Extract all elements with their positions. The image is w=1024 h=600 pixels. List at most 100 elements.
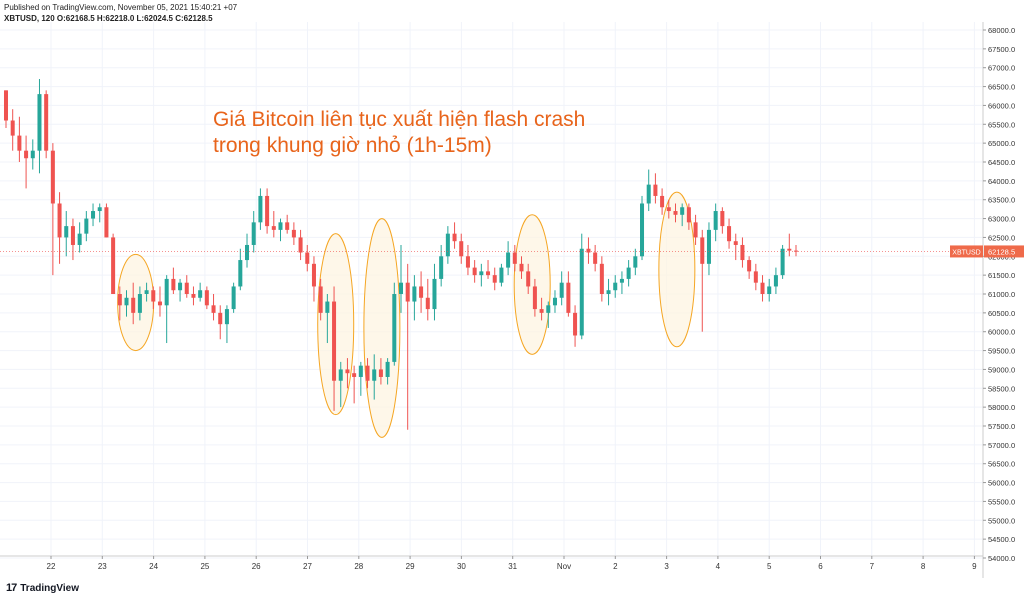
candle — [318, 278, 323, 321]
candle — [740, 237, 745, 268]
candle — [526, 263, 531, 294]
candle — [111, 233, 116, 294]
candle-body — [459, 241, 464, 257]
y-tick-label: 61000.0 — [988, 290, 1015, 299]
candle — [271, 211, 276, 238]
candle — [619, 271, 624, 294]
candle — [472, 260, 477, 283]
y-tick-label: 54000.0 — [988, 554, 1015, 563]
candle-body — [733, 241, 738, 245]
candle-body — [532, 286, 537, 310]
candle — [251, 211, 256, 253]
candle — [573, 305, 578, 347]
candle-body — [70, 226, 75, 245]
candle — [151, 286, 156, 310]
candle-body — [171, 278, 176, 291]
candle-body — [245, 244, 250, 261]
candle-body — [37, 94, 42, 151]
candle-body — [506, 252, 511, 268]
candle — [626, 260, 631, 287]
candle-body — [117, 294, 122, 306]
candle — [37, 79, 42, 174]
candle-body — [546, 305, 551, 313]
candle — [358, 361, 363, 396]
candle-body — [365, 365, 370, 381]
candle-body — [619, 278, 624, 283]
candle-body — [706, 229, 711, 264]
candle — [539, 297, 544, 321]
candle-body — [218, 312, 223, 325]
candle — [352, 365, 357, 404]
chart-area[interactable]: Giá Bitcoin liên tục xuất hiện flash cra… — [0, 22, 1024, 578]
candle — [238, 248, 243, 291]
candle — [459, 233, 464, 264]
candle — [97, 203, 102, 223]
candle-body — [30, 150, 35, 159]
candle-body — [640, 203, 645, 257]
candle-body — [519, 263, 524, 272]
candle — [385, 358, 390, 385]
candle — [10, 109, 15, 151]
y-tick-label: 64000.0 — [988, 177, 1015, 186]
candle — [131, 282, 136, 325]
candle — [171, 267, 176, 294]
highlight-ellipse — [363, 218, 401, 438]
candle — [640, 195, 645, 261]
candle-body — [780, 248, 785, 276]
candle — [211, 294, 216, 321]
candle-body — [204, 290, 209, 306]
x-tick-label: 9 — [972, 562, 977, 571]
candle — [30, 139, 35, 170]
y-tick-label: 67500.0 — [988, 45, 1015, 54]
candle — [157, 286, 162, 317]
candle — [378, 358, 383, 385]
price-axis[interactable]: 54000.0 54500.0 55000.0 55500.0 56000.0 56500… — [983, 26, 1015, 563]
candle — [345, 358, 350, 389]
candle — [338, 361, 343, 408]
candle-body — [452, 233, 457, 242]
y-tick-label: 59500.0 — [988, 347, 1015, 356]
candle — [3, 90, 9, 129]
candle — [780, 244, 785, 279]
x-tick-label: 5 — [767, 562, 772, 571]
candle-body — [559, 282, 564, 298]
symbol-tag — [950, 245, 983, 258]
candle-body — [50, 150, 55, 204]
candle — [720, 207, 725, 234]
x-tick-label: 30 — [457, 562, 466, 571]
footer: 17 TradingView — [6, 582, 79, 594]
candle — [91, 203, 96, 227]
candle — [666, 199, 671, 219]
candlestick-chart[interactable]: Giá Bitcoin liên tục xuất hiện flash cra… — [0, 22, 1024, 578]
candle — [586, 237, 591, 264]
candle-body — [573, 312, 578, 336]
candle — [218, 305, 223, 340]
candle-body — [178, 282, 183, 291]
candle-body — [740, 244, 745, 261]
y-tick-label: 62500.0 — [988, 233, 1015, 242]
candle — [700, 229, 705, 332]
candle — [613, 275, 618, 298]
candle-body — [552, 297, 557, 306]
x-tick-label: 22 — [47, 562, 56, 571]
chart-header: Published on TradingView.com, November 0… — [4, 2, 237, 24]
candle-body — [425, 297, 430, 310]
candle — [747, 256, 752, 279]
candle — [372, 354, 377, 400]
candle-body — [693, 222, 698, 238]
candle-body — [419, 286, 424, 298]
x-tick-label: 31 — [508, 562, 517, 571]
candle-body — [144, 290, 149, 294]
candle — [452, 222, 457, 249]
candle-body — [57, 203, 62, 238]
candle — [579, 233, 584, 340]
annotation-line: Giá Bitcoin liên tục xuất hiện flash cra… — [213, 108, 585, 131]
brand-name: TradingView — [20, 582, 79, 594]
candle — [64, 211, 69, 257]
time-axis[interactable]: 22 23 24 25 26 27 28 29 30 31 Nov 2 3 4 5 6 7 8 9 — [47, 556, 978, 571]
candle — [552, 290, 557, 313]
grid-lines — [0, 22, 983, 559]
x-tick-label: 29 — [406, 562, 415, 571]
y-tick-label: 68000.0 — [988, 26, 1015, 35]
candle — [599, 256, 604, 302]
